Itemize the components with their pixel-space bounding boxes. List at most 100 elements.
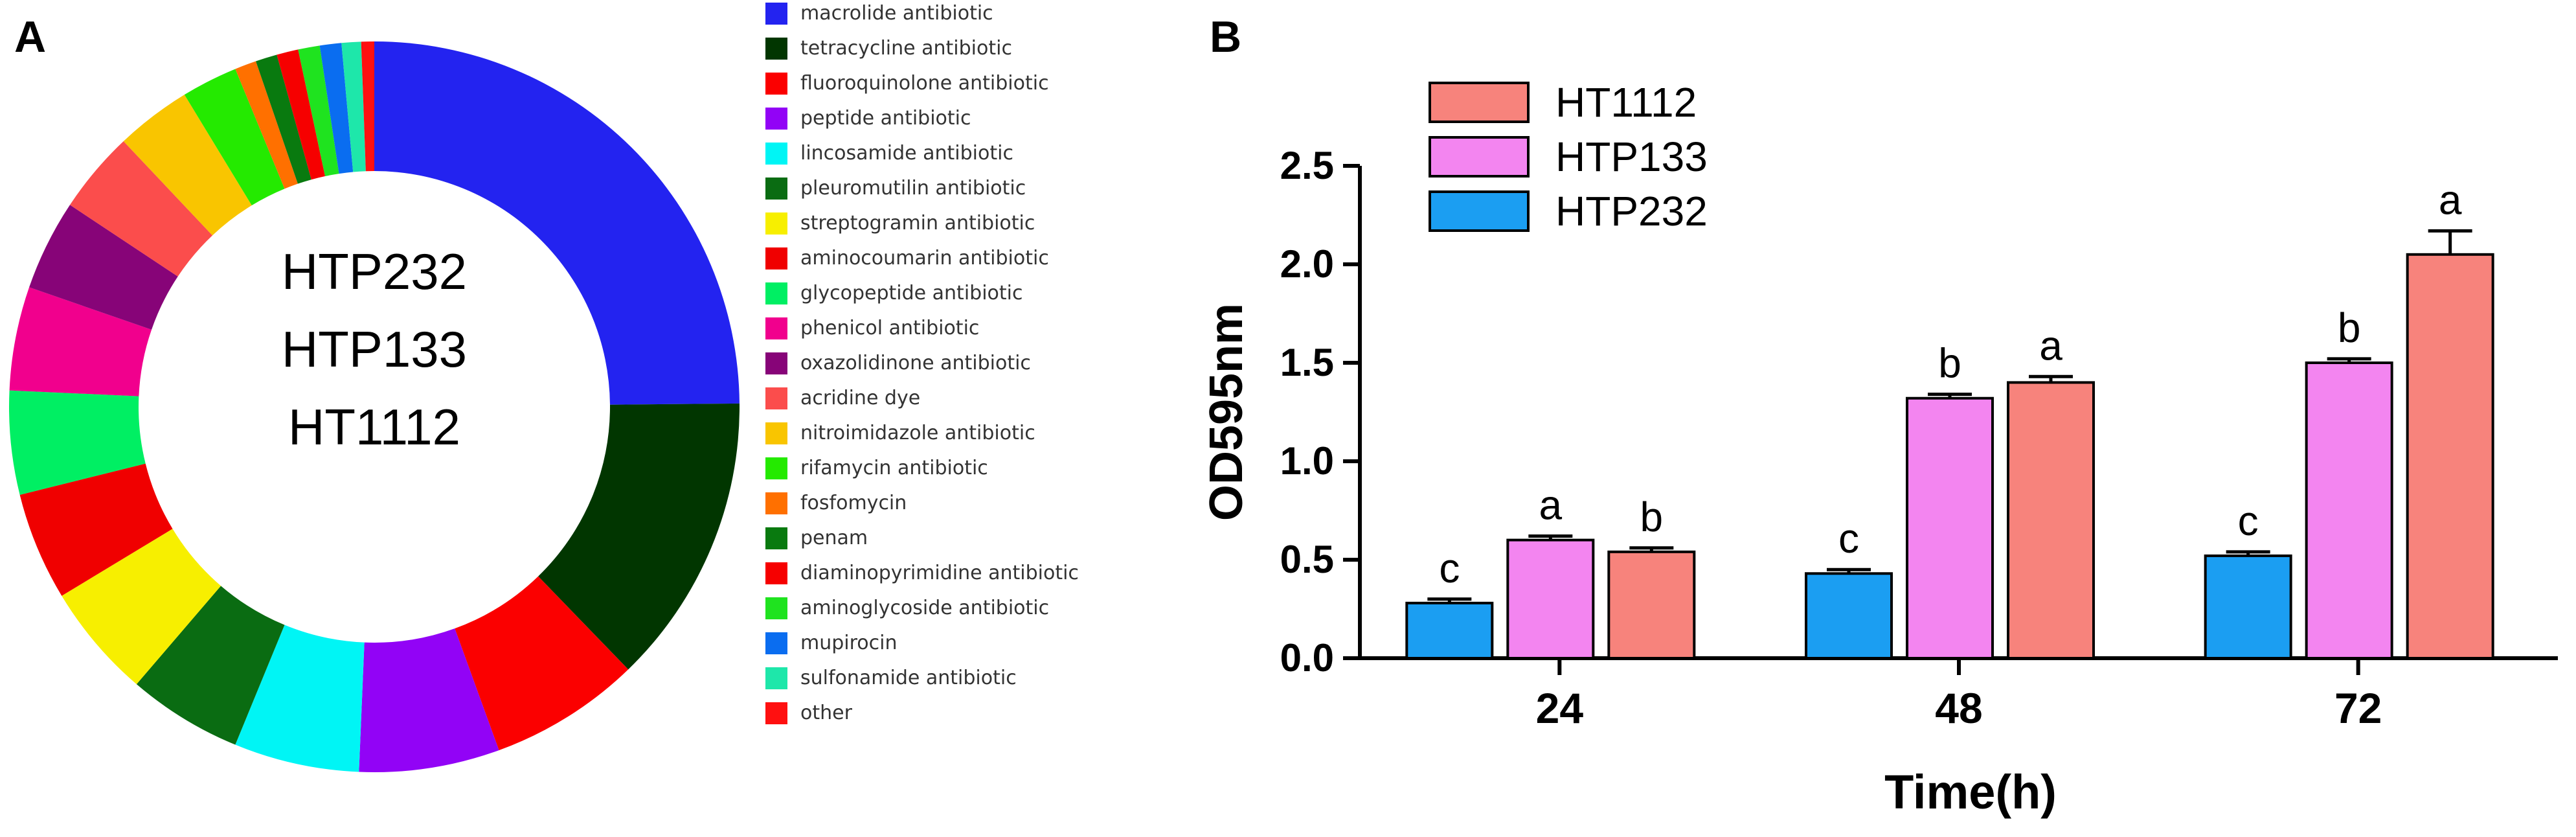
legend-swatch <box>765 38 787 60</box>
donut-slice-11 <box>69 141 213 277</box>
donut-slice-7 <box>19 463 173 596</box>
bar-HT1112-24 <box>1607 550 1696 660</box>
y-tick-label: 1.5 <box>1280 341 1334 384</box>
significance-letter: b <box>1938 340 1961 387</box>
x-axis-label: Time(h) <box>1884 765 2057 819</box>
legend-label: oxazolidinone antibiotic <box>800 352 1031 374</box>
legend-item: fluoroquinolone antibiotic <box>765 71 1180 97</box>
bar-HTP133-48 <box>1906 396 1994 659</box>
donut-slice-8 <box>9 390 146 495</box>
legend-item: mupirocin <box>765 631 1180 657</box>
legend-item: tetracycline antibiotic <box>765 36 1180 62</box>
legend-item: fosfomycin <box>765 491 1180 517</box>
legend-label: HTP133 <box>1555 133 1708 180</box>
legend-label: phenicol antibiotic <box>800 317 980 339</box>
panel-letter-a: A <box>14 12 47 62</box>
legend-label: tetracycline antibiotic <box>800 37 1012 60</box>
panel-a: A HTP232 HTP133 HT1112 macrolide antibioti… <box>0 0 1166 837</box>
legend-item: oxazolidinone antibiotic <box>765 351 1180 377</box>
legend-label: fosfomycin <box>800 492 907 514</box>
donut-slice-13 <box>184 69 285 206</box>
legend-swatch <box>765 387 787 409</box>
bar-chart: 0.0 0.5 1.0 1.5 2.0 2.5 OD595nm c a b 24 c b a 48 c b a 72… <box>1201 79 2558 819</box>
legend-swatch <box>1429 82 1530 123</box>
legend-swatch <box>765 212 787 235</box>
donut-slice-12 <box>123 95 252 236</box>
y-tick-label: 0.0 <box>1280 636 1334 680</box>
legend-item: lincosamide antibiotic <box>765 141 1180 167</box>
legend-swatch <box>1429 136 1530 178</box>
legend-label: HTP232 <box>1555 188 1708 235</box>
y-tick-label: 2.5 <box>1280 144 1334 187</box>
bar-HTP133-72 <box>2305 361 2393 659</box>
legend-item: penam <box>765 526 1180 552</box>
donut-slice-0 <box>374 41 740 405</box>
legend-swatch <box>765 247 787 269</box>
x-tick-label: 48 <box>1935 684 1982 732</box>
legend-label: aminocoumarin antibiotic <box>800 247 1049 269</box>
legend-label: mupirocin <box>800 632 898 654</box>
donut-slice-15 <box>256 54 311 184</box>
donut-slice-20 <box>361 41 374 172</box>
bar-HTP133-24 <box>1506 538 1595 659</box>
donut-slice-17 <box>298 45 339 177</box>
panel-b: B 0.0 0.5 1.0 1.5 2.0 2.5 OD595nm c a b 24 c b a 48 c b a… <box>1166 0 2576 837</box>
legend-swatch <box>765 457 787 479</box>
x-tick-label: 24 <box>1536 684 1584 732</box>
legend-label: pleuromutilin antibiotic <box>800 177 1026 200</box>
donut-slice-16 <box>277 49 326 180</box>
legend-label: sulfonamide antibiotic <box>800 667 1017 689</box>
significance-letter: b <box>1640 494 1664 540</box>
legend-label: penam <box>800 527 868 549</box>
significance-letter: b <box>2338 304 2361 351</box>
donut-slice-3 <box>359 628 499 772</box>
y-tick-label: 2.0 <box>1280 242 1334 286</box>
legend-swatch <box>765 73 787 95</box>
donut-slice-14 <box>235 61 298 189</box>
bar-HTP232-72 <box>2204 554 2292 659</box>
legend-swatch <box>765 492 787 514</box>
legend-swatch <box>765 702 787 724</box>
legend-swatch <box>765 562 787 584</box>
bar-HTP232-48 <box>1805 572 1893 660</box>
legend-label: acridine dye <box>800 387 921 409</box>
panel-letter-b: B <box>1210 12 1242 62</box>
legend-label: peptide antibiotic <box>800 107 971 130</box>
legend-swatch <box>1429 190 1530 232</box>
significance-letter: c <box>2238 498 2259 544</box>
legend-swatch <box>765 108 787 130</box>
legend-label: macrolide antibiotic <box>800 2 993 25</box>
y-tick-label: 0.5 <box>1280 538 1334 581</box>
legend-swatch <box>765 597 787 619</box>
donut-slice-6 <box>62 529 221 685</box>
legend-swatch <box>765 282 787 304</box>
donut-center-label: HTP133 <box>282 321 467 378</box>
donut-center-label: HT1112 <box>288 398 460 455</box>
legend-swatch <box>765 352 787 374</box>
donut-slice-4 <box>235 625 365 772</box>
x-tick-label: 72 <box>2334 684 2382 732</box>
donut-chart: HTP232 HTP133 HT1112 <box>9 41 740 772</box>
legend-label: streptogramin antibiotic <box>800 212 1035 235</box>
legend-label: diaminopyrimidine antibiotic <box>800 562 1079 584</box>
legend-item: nitroimidazole antibiotic <box>765 421 1180 447</box>
legend-item: diaminopyrimidine antibiotic <box>765 561 1180 587</box>
legend-item: glycopeptide antibiotic <box>765 281 1180 307</box>
donut-slice-2 <box>455 576 629 751</box>
legend-label: other <box>800 702 852 724</box>
legend-label: nitroimidazole antibiotic <box>800 422 1035 444</box>
bar-HT1112-72 <box>2406 253 2494 659</box>
legend-label: fluoroquinolone antibiotic <box>800 72 1049 95</box>
legend-item: aminoglycoside antibiotic <box>765 596 1180 622</box>
legend-swatch <box>765 422 787 444</box>
legend-item: aminocoumarin antibiotic <box>765 246 1180 272</box>
donut-slice-10 <box>29 205 178 330</box>
legend-label: glycopeptide antibiotic <box>800 282 1023 304</box>
significance-letter: a <box>2039 322 2062 369</box>
legend-swatch <box>765 667 787 689</box>
donut-slice-18 <box>319 43 354 174</box>
legend-item: streptogramin antibiotic <box>765 211 1180 237</box>
legend-item: peptide antibiotic <box>765 106 1180 132</box>
legend-item: pleuromutilin antibiotic <box>765 176 1180 202</box>
legend-swatch <box>765 527 787 549</box>
